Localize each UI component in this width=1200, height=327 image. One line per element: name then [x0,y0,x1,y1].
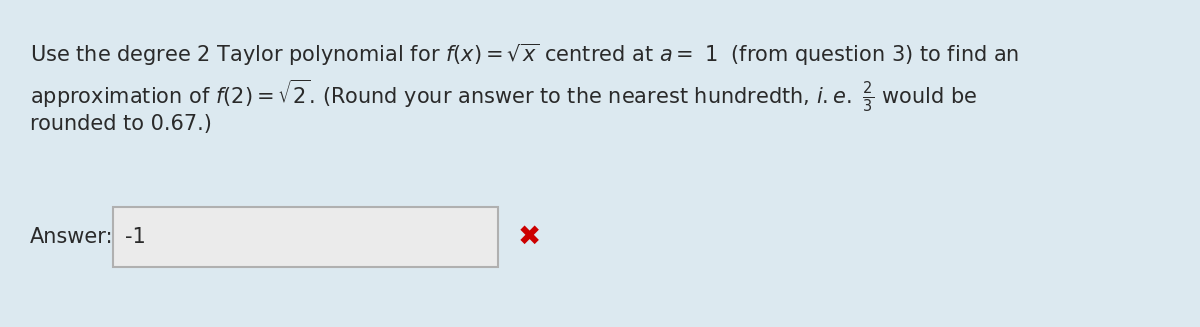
Text: Use the degree 2 Taylor polynomial for $f(x) = \sqrt{x}$ centred at $a = $ 1  (f: Use the degree 2 Taylor polynomial for $… [30,42,1019,68]
FancyBboxPatch shape [113,207,498,267]
Text: Answer:: Answer: [30,227,114,247]
Text: rounded to 0.67.): rounded to 0.67.) [30,114,212,134]
Text: ✖: ✖ [518,223,541,251]
Text: approximation of $f(2) = \sqrt{2}$. (Round your answer to the nearest hundredth,: approximation of $f(2) = \sqrt{2}$. (Rou… [30,78,977,114]
Text: -1: -1 [125,227,145,247]
